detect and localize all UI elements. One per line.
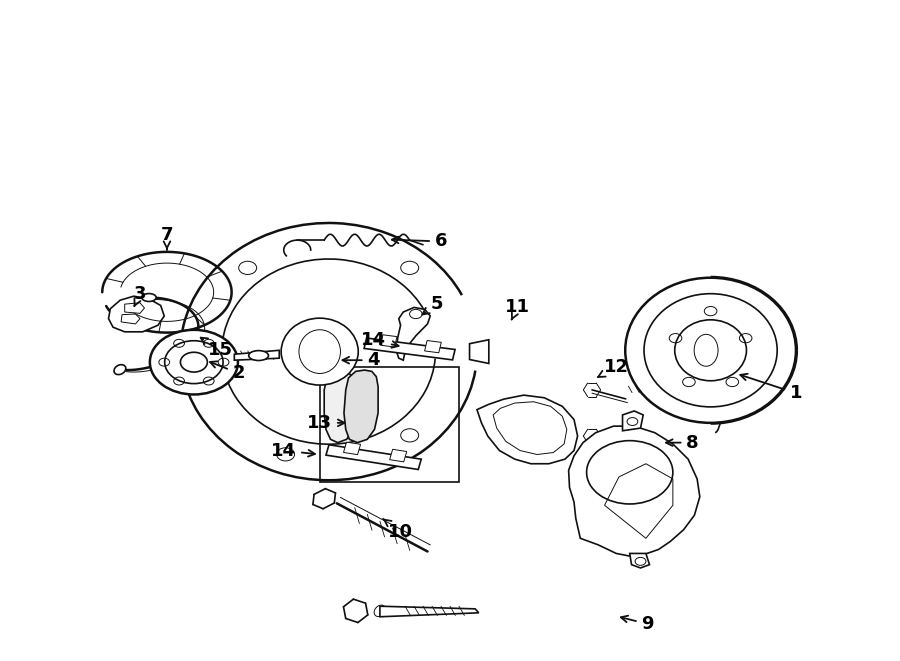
Ellipse shape bbox=[114, 365, 126, 375]
Ellipse shape bbox=[281, 318, 358, 385]
Polygon shape bbox=[364, 338, 455, 360]
Polygon shape bbox=[344, 370, 378, 443]
Polygon shape bbox=[425, 340, 441, 353]
Polygon shape bbox=[125, 303, 145, 313]
Text: 2: 2 bbox=[210, 362, 245, 382]
Text: 7: 7 bbox=[161, 226, 173, 249]
Ellipse shape bbox=[142, 293, 157, 301]
Polygon shape bbox=[234, 350, 279, 360]
Text: 6: 6 bbox=[392, 233, 447, 251]
Polygon shape bbox=[122, 314, 140, 324]
Polygon shape bbox=[470, 340, 489, 364]
Ellipse shape bbox=[165, 340, 223, 383]
Ellipse shape bbox=[694, 334, 718, 366]
Text: 5: 5 bbox=[422, 295, 443, 315]
Text: 3: 3 bbox=[134, 285, 146, 306]
Polygon shape bbox=[630, 553, 650, 568]
Ellipse shape bbox=[299, 330, 340, 373]
Text: 14: 14 bbox=[271, 442, 315, 459]
Circle shape bbox=[587, 441, 673, 504]
Bar bbox=[320, 367, 459, 483]
Polygon shape bbox=[396, 307, 430, 360]
Ellipse shape bbox=[248, 350, 268, 360]
Ellipse shape bbox=[675, 320, 746, 381]
Circle shape bbox=[180, 352, 207, 372]
Polygon shape bbox=[335, 367, 347, 370]
Polygon shape bbox=[390, 449, 407, 462]
Ellipse shape bbox=[644, 293, 778, 407]
Text: 1: 1 bbox=[741, 373, 802, 402]
Text: 4: 4 bbox=[343, 351, 380, 369]
Ellipse shape bbox=[150, 330, 238, 395]
Polygon shape bbox=[380, 606, 479, 617]
Polygon shape bbox=[381, 334, 397, 347]
Text: 13: 13 bbox=[307, 414, 345, 432]
Text: 9: 9 bbox=[621, 615, 654, 633]
Text: 15: 15 bbox=[201, 338, 233, 360]
Ellipse shape bbox=[626, 278, 796, 423]
Polygon shape bbox=[477, 395, 578, 464]
Text: 14: 14 bbox=[361, 331, 399, 350]
Polygon shape bbox=[326, 445, 421, 469]
Text: 12: 12 bbox=[598, 358, 629, 377]
Polygon shape bbox=[569, 426, 700, 556]
Polygon shape bbox=[344, 442, 361, 455]
Text: 11: 11 bbox=[505, 298, 530, 319]
Polygon shape bbox=[324, 370, 356, 443]
Text: 10: 10 bbox=[383, 519, 413, 541]
Text: 8: 8 bbox=[666, 434, 699, 451]
Polygon shape bbox=[109, 296, 164, 332]
Ellipse shape bbox=[374, 605, 386, 617]
Polygon shape bbox=[623, 411, 644, 431]
